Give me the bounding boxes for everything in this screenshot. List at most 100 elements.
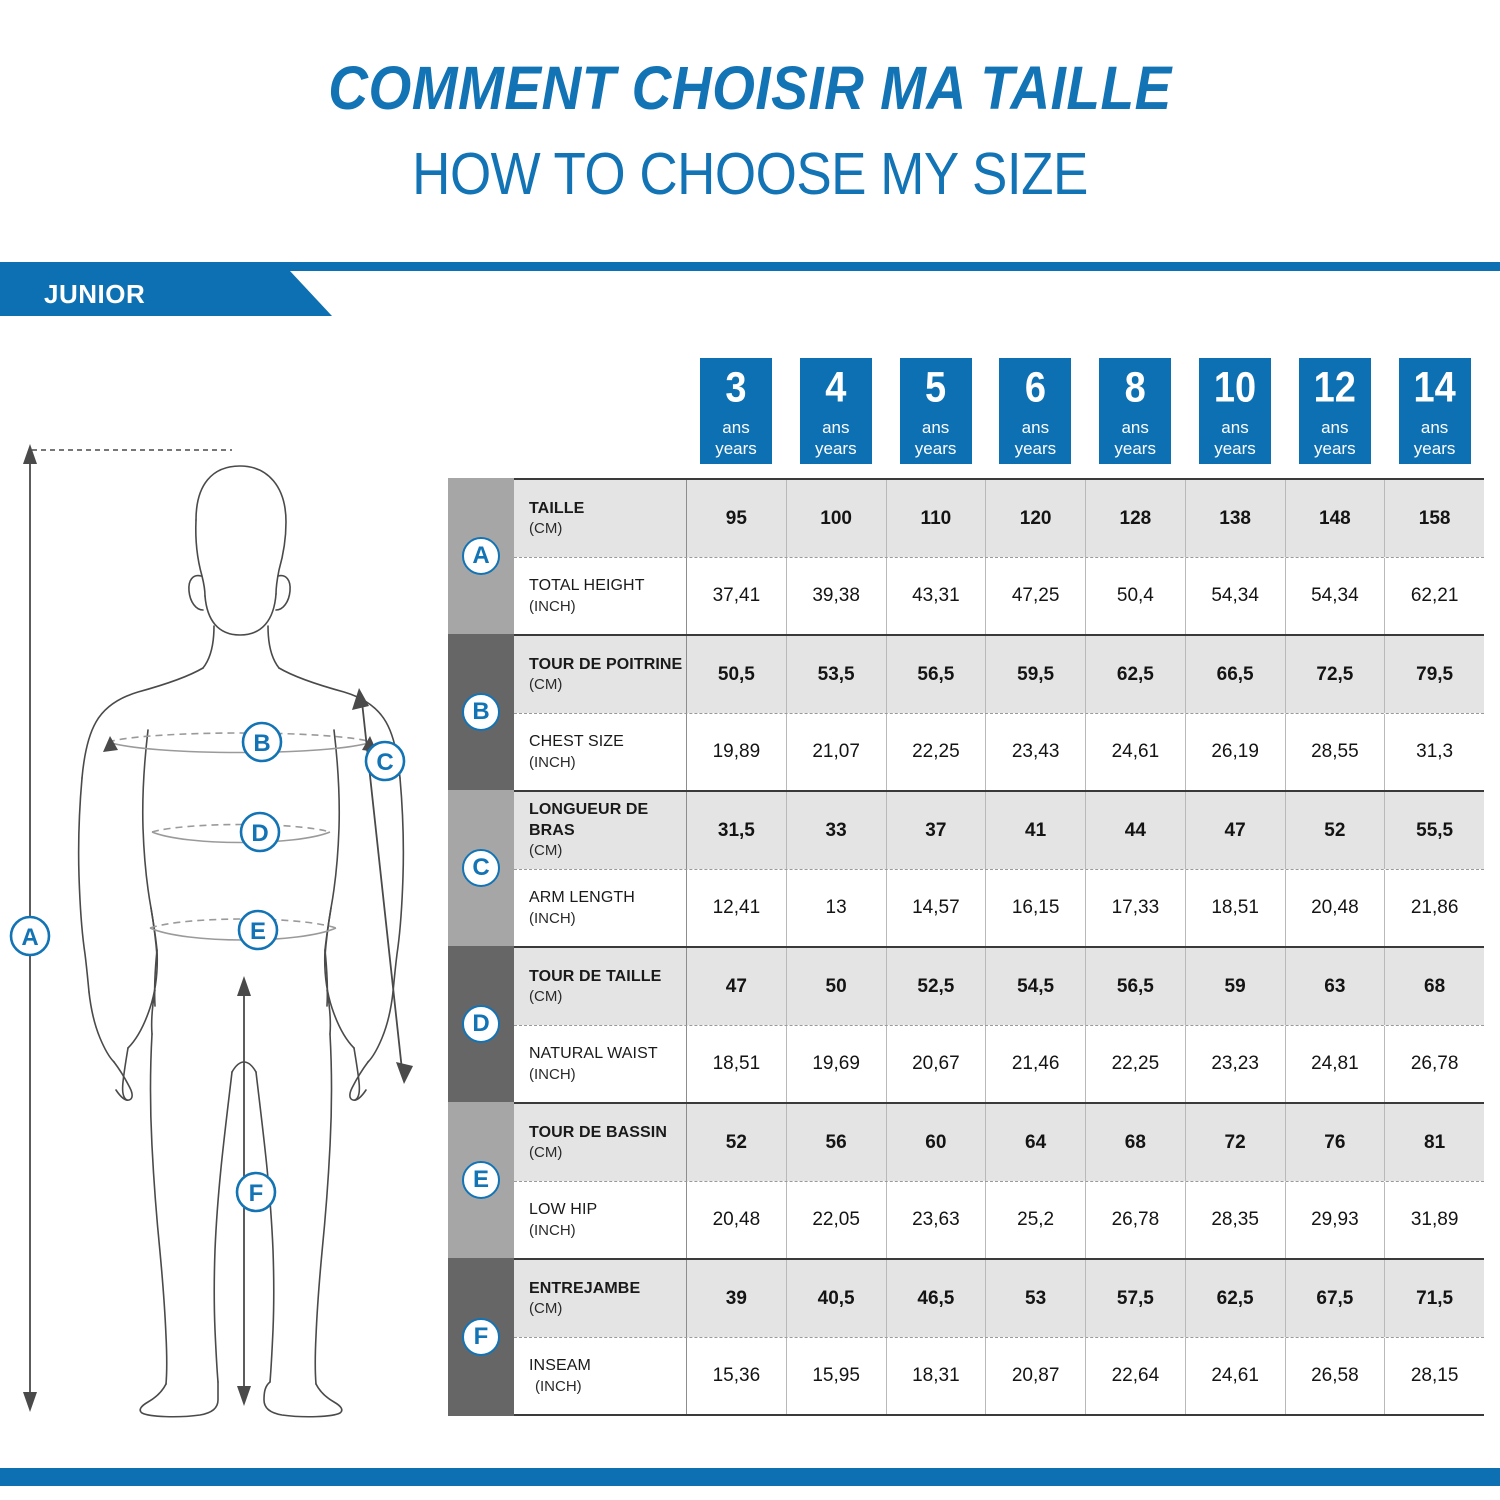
table-cell: 72,5 — [1286, 636, 1386, 713]
group-letter-band-c: C — [448, 790, 514, 946]
table-cell: 31,3 — [1416, 741, 1454, 762]
row-label-text: NATURAL WAIST — [529, 1045, 658, 1063]
page-title-english: HOW TO CHOOSE MY SIZE — [412, 141, 1088, 208]
table-cell: 26,78 — [1410, 1053, 1459, 1074]
table-cell: 54,34 — [1186, 558, 1286, 634]
table-cell: 40,5 — [787, 1260, 887, 1337]
table-row: CHEST SIZE (INCH) 19,89 21,07 22,25 23,43 24,6… — [514, 713, 1484, 790]
table-cell: 50,4 — [1086, 558, 1186, 634]
size-header-12[interactable]: 12 ans years — [1298, 358, 1371, 464]
row-label-unit: (CM) — [529, 1300, 563, 1318]
table-cell: 17,33 — [1086, 870, 1186, 946]
size-header-14[interactable]: 14 ans years — [1398, 358, 1471, 464]
table-cell: 53 — [986, 1260, 1086, 1337]
row-label-unit: (INCH) — [529, 909, 576, 927]
row-label-unit: (INCH) — [529, 753, 576, 771]
table-cell: 41 — [986, 792, 1086, 869]
group-badge-d: D — [462, 1005, 500, 1043]
size-header-number: 5 — [925, 364, 947, 412]
table-cell: 19,89 — [687, 714, 787, 790]
table-cell: 18,51 — [1186, 870, 1286, 946]
table-row: LOW HIP (INCH) 20,48 22,05 23,63 25,2 26,78 28,… — [514, 1181, 1484, 1258]
table-cell: 18,31 — [887, 1338, 987, 1414]
table-row: TAILLE (CM) 95 100 110 120 128 138 148 158 — [514, 480, 1484, 557]
row-label-text: TOTAL HEIGHT — [529, 577, 645, 595]
measurement-group-d: D TOUR DE TAILLE (CM) 47 50 52,5 54,5 56,5 59 63 6… — [448, 946, 1484, 1102]
table-cell: 46,5 — [887, 1260, 987, 1337]
row-label-cm: LONGUEUR DE BRAS (CM) — [514, 792, 687, 869]
table-cell: 59 — [1186, 948, 1286, 1025]
size-header-unit-fr: ans — [822, 418, 850, 437]
svg-text:F: F — [249, 1180, 264, 1207]
size-header-8[interactable]: 8 ans years — [1099, 358, 1172, 464]
table-cell: 47 — [687, 948, 787, 1025]
category-label: JUNIOR — [44, 279, 146, 309]
svg-text:D: D — [251, 820, 268, 847]
group-badge-a: A — [462, 537, 500, 575]
row-label-unit: (CM) — [529, 1144, 563, 1162]
group-badge-c: C — [462, 849, 500, 887]
table-cell: 100 — [787, 480, 887, 557]
measurements-table: A TAILLE (CM) 95 100 110 120 128 138 148 158 TOTAL … — [448, 478, 1484, 1416]
table-cell: 20,48 — [687, 1182, 787, 1258]
table-cell: 24,81 — [1286, 1026, 1386, 1102]
table-cell: 128 — [1086, 480, 1186, 557]
size-header-unit-en: years — [914, 439, 957, 459]
table-cell: 66,5 — [1186, 636, 1286, 713]
size-header-6[interactable]: 6 ans years — [999, 358, 1072, 464]
table-cell: 21,46 — [986, 1026, 1086, 1102]
group-badge-b: B — [462, 693, 500, 731]
table-cell: 72 — [1186, 1104, 1286, 1181]
row-label-text: ENTREJAMBE — [529, 1279, 641, 1297]
table-cell: 79,5 — [1416, 663, 1454, 685]
table-cell: 148 — [1286, 480, 1386, 557]
body-measurement-diagram: A B C D E F — [0, 430, 448, 1430]
table-cell: 31,89 — [1410, 1209, 1459, 1230]
table-cell: 68 — [1424, 975, 1446, 997]
table-cell: 20,48 — [1286, 870, 1386, 946]
size-header-unit-en: years — [715, 439, 757, 459]
size-header-10[interactable]: 10 ans years — [1199, 358, 1271, 464]
size-header-4[interactable]: 4 ans years — [799, 358, 872, 464]
table-cell: 28,55 — [1286, 714, 1386, 790]
table-cell: 52,5 — [887, 948, 987, 1025]
table-cell: 67,5 — [1286, 1260, 1386, 1337]
table-cell: 20,87 — [986, 1338, 1086, 1414]
row-label-cm: TAILLE (CM) — [514, 480, 687, 557]
table-cell: 25,2 — [986, 1182, 1086, 1258]
size-header-number: 12 — [1313, 364, 1356, 412]
table-row: LONGUEUR DE BRAS (CM) 31,5 33 37 41 44 47 52 55,5 — [514, 792, 1484, 869]
row-label-text: TAILLE — [529, 499, 585, 517]
table-cell: 39 — [687, 1260, 787, 1337]
size-header-number: 10 — [1213, 364, 1257, 412]
size-header-unit-fr: ans — [1321, 418, 1349, 437]
table-cell: 31,5 — [687, 792, 787, 869]
row-label-cm: TOUR DE TAILLE (CM) — [514, 948, 687, 1025]
table-cell: 57,5 — [1086, 1260, 1186, 1337]
table-cell: 59,5 — [986, 636, 1086, 713]
group-letter-band-b: B — [448, 634, 514, 790]
row-label-text: INSEAM — [529, 1357, 591, 1375]
measurement-group-e: E TOUR DE BASSIN (CM) 52 56 60 64 68 72 76 81 LOW H… — [448, 1102, 1484, 1258]
table-cell: 43,31 — [887, 558, 987, 634]
group-letter-band-d: D — [448, 946, 514, 1102]
table-cell: 95 — [687, 480, 787, 557]
table-cell: 47,25 — [986, 558, 1086, 634]
table-cell: 24,61 — [1086, 714, 1186, 790]
size-header-unit-fr: ans — [722, 418, 750, 437]
size-header-unit-en: years — [1114, 439, 1156, 459]
table-cell: 47 — [1186, 792, 1286, 869]
table-cell: 22,25 — [1086, 1026, 1186, 1102]
table-cell: 12,41 — [687, 870, 787, 946]
svg-text:B: B — [253, 730, 270, 757]
svg-text:A: A — [21, 924, 38, 951]
page-title-french: COMMENT CHOISIR MA TAILLE — [328, 53, 1172, 123]
table-cell: 81 — [1424, 1131, 1446, 1153]
table-cell: 18,51 — [687, 1026, 787, 1102]
size-header-5[interactable]: 5 ans years — [899, 358, 972, 464]
size-header-unit-en: years — [1014, 439, 1057, 459]
group-badge-f: F — [462, 1318, 500, 1356]
size-header-3[interactable]: 3 ans years — [700, 358, 772, 464]
row-label-unit: (INCH) — [529, 1221, 576, 1239]
